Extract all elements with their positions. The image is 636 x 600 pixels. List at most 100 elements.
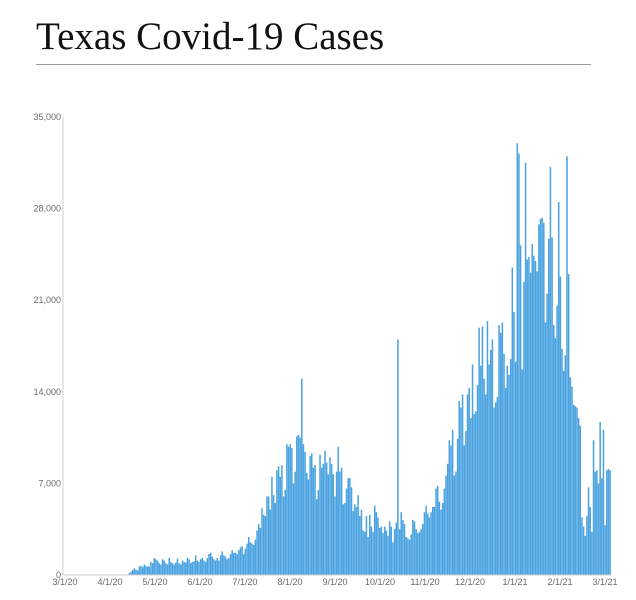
- bar: [586, 516, 588, 575]
- bar: [571, 386, 573, 575]
- bar: [574, 406, 577, 575]
- bar: [509, 359, 512, 575]
- bar: [261, 508, 263, 575]
- bar: [410, 534, 412, 575]
- bar: [138, 566, 141, 575]
- bar: [490, 349, 492, 575]
- bar: [536, 271, 538, 575]
- bar: [324, 450, 326, 575]
- bar: [470, 417, 472, 575]
- bar: [213, 559, 215, 575]
- bar: [141, 567, 144, 575]
- bar: [267, 496, 270, 575]
- bar: [347, 478, 349, 575]
- bar: [264, 516, 267, 575]
- bar: [430, 512, 432, 575]
- bar: [524, 162, 527, 576]
- bar: [602, 429, 605, 575]
- bar: [494, 402, 497, 575]
- x-tick-label: 7/1/20: [232, 577, 257, 587]
- bar: [180, 564, 182, 575]
- bar: [274, 503, 277, 575]
- bar: [375, 512, 378, 575]
- bar: [233, 552, 235, 575]
- bar: [158, 563, 160, 575]
- bar: [257, 523, 260, 575]
- bar: [128, 573, 131, 575]
- bar: [201, 557, 204, 575]
- bars-group: [126, 143, 611, 576]
- bar: [392, 542, 394, 575]
- bar: [279, 476, 281, 575]
- bar: [491, 339, 494, 575]
- bar: [307, 479, 310, 575]
- bar: [377, 517, 379, 575]
- bar: [146, 566, 149, 575]
- bar: [249, 542, 252, 575]
- bar: [486, 321, 489, 575]
- bar: [262, 514, 265, 575]
- bar: [400, 512, 403, 575]
- bar: [219, 555, 222, 575]
- x-tick-label: 3/1/21: [592, 577, 617, 587]
- x-tick-label: 11/1/20: [410, 577, 439, 587]
- bar: [415, 529, 417, 575]
- bar: [441, 503, 444, 575]
- bar: [541, 217, 543, 575]
- bar: [581, 517, 583, 575]
- bar: [322, 463, 325, 575]
- bar: [204, 561, 207, 575]
- bar: [428, 517, 431, 575]
- bar: [433, 506, 436, 575]
- bar: [451, 429, 454, 575]
- bar: [427, 513, 429, 575]
- bar: [456, 438, 459, 575]
- bar: [352, 510, 354, 575]
- bar: [304, 451, 306, 575]
- bar: [287, 446, 290, 575]
- bar: [332, 474, 335, 575]
- bar: [226, 559, 228, 575]
- bar: [514, 361, 517, 575]
- bar: [508, 374, 510, 575]
- bar: [203, 560, 205, 575]
- bar: [143, 564, 146, 575]
- bar: [445, 475, 447, 575]
- bar: [337, 446, 340, 575]
- bar: [364, 531, 366, 575]
- bar: [330, 463, 333, 575]
- bar: [327, 474, 330, 575]
- bar: [135, 569, 137, 575]
- bar: [196, 560, 199, 575]
- bar: [329, 457, 331, 575]
- bar: [559, 276, 562, 575]
- bar: [402, 520, 404, 575]
- bar: [224, 556, 227, 575]
- bar: [584, 535, 586, 575]
- bar: [367, 537, 369, 575]
- bar: [417, 533, 419, 575]
- bar: [506, 365, 509, 575]
- bar: [403, 523, 406, 575]
- bar: [208, 554, 210, 575]
- bar: [448, 440, 451, 575]
- x-tick-label: 5/1/20: [142, 577, 167, 587]
- bar: [569, 377, 572, 575]
- bar: [594, 471, 596, 575]
- bar: [161, 559, 164, 575]
- bar: [425, 505, 427, 575]
- bar: [418, 531, 421, 575]
- bar: [277, 466, 280, 575]
- bar: [148, 566, 151, 575]
- bar: [475, 411, 477, 575]
- bar: [334, 496, 336, 575]
- x-tick-label: 2/1/21: [547, 577, 572, 587]
- bar: [150, 561, 152, 575]
- bar: [314, 465, 316, 575]
- bar: [294, 471, 296, 575]
- bar: [408, 539, 411, 575]
- bar: [493, 407, 495, 575]
- x-tick-label: 9/1/20: [322, 577, 347, 587]
- bar: [572, 404, 575, 575]
- bar: [531, 243, 533, 575]
